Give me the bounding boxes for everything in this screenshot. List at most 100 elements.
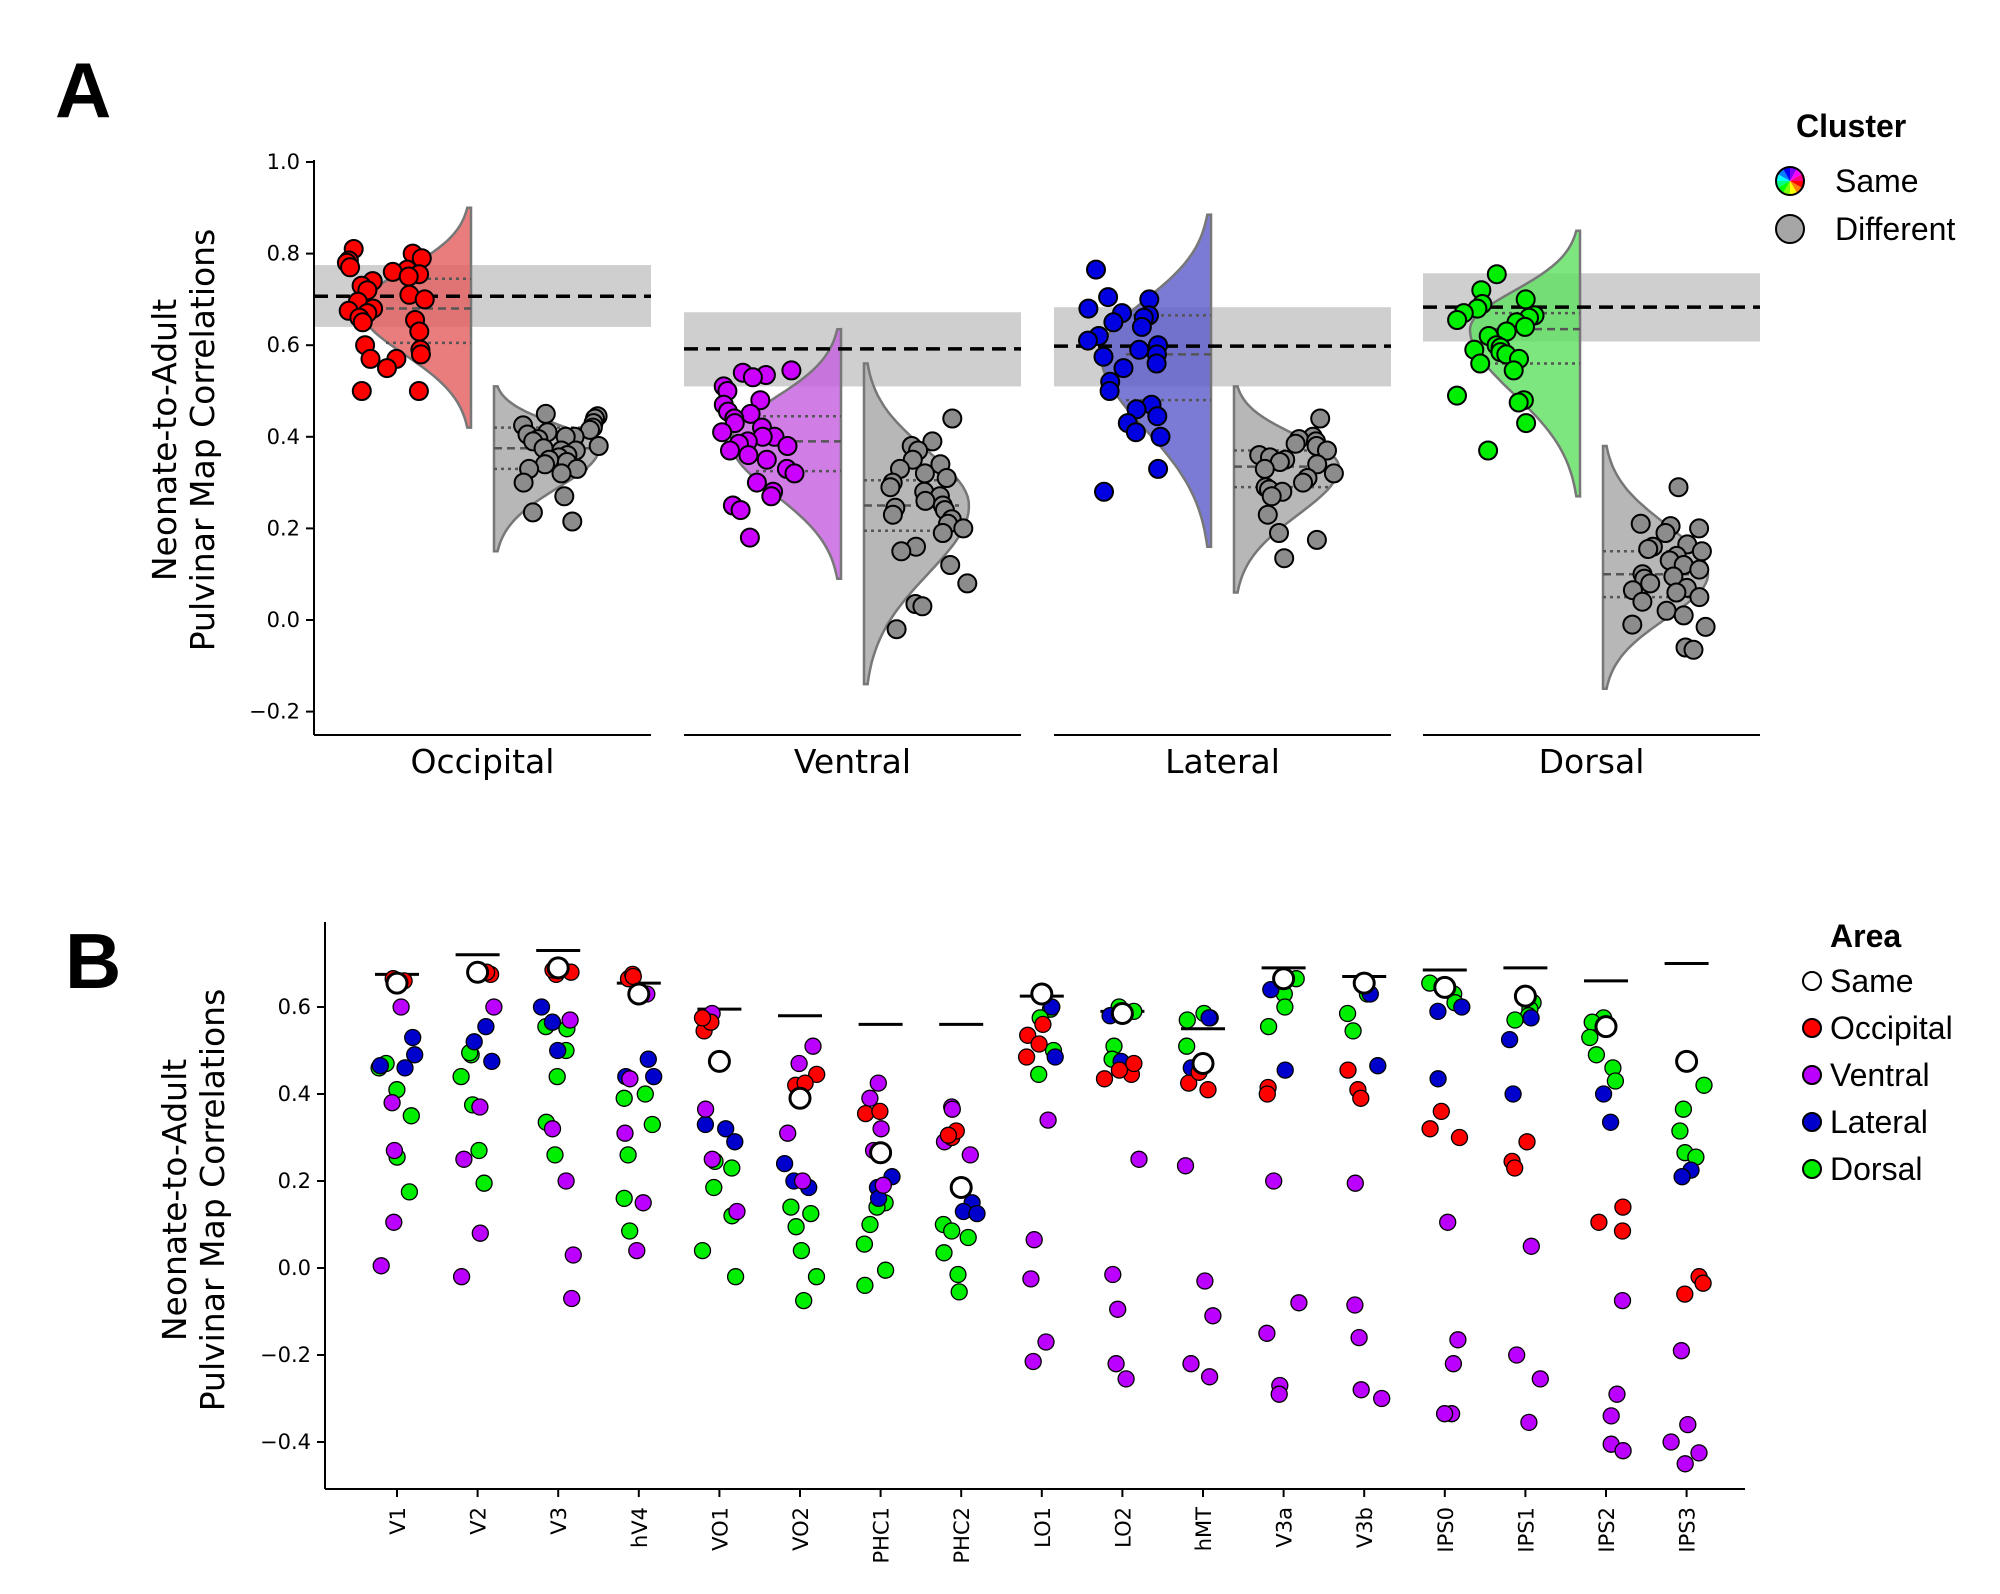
point-different-lateral <box>1257 504 1278 525</box>
point-lateral <box>1673 1168 1691 1186</box>
point-same <box>627 982 651 1006</box>
legend-wheel-segment <box>1782 167 1790 181</box>
point-occipital <box>871 1102 889 1121</box>
point-same-dorsal <box>1486 264 1507 285</box>
point-lateral <box>726 1133 744 1151</box>
point-ventral <box>471 1098 489 1116</box>
point-different-dorsal <box>1666 582 1687 603</box>
y-tick-label: 0.6 <box>267 333 300 357</box>
point-same-dorsal <box>1478 440 1499 461</box>
point-same-lateral <box>1148 458 1169 479</box>
x-tick-label-ips2: IPS2 <box>1595 1507 1619 1553</box>
y-tick-label: 1.0 <box>267 150 300 174</box>
point-occipital <box>808 1065 826 1084</box>
point-different-lateral <box>1293 472 1313 493</box>
point-dorsal <box>876 1261 895 1279</box>
point-same <box>869 1141 893 1165</box>
point-same-ventral <box>777 436 798 456</box>
point-ventral <box>1104 1265 1122 1284</box>
point-different-ventral <box>915 490 936 511</box>
point-dorsal <box>787 1218 805 1236</box>
point-dorsal <box>619 1146 637 1164</box>
point-ventral <box>790 1054 808 1073</box>
legend-different-marker <box>1775 214 1805 244</box>
point-dorsal <box>546 1146 564 1164</box>
point-occipital <box>1614 1198 1632 1216</box>
point-ventral <box>471 1224 489 1242</box>
point-dorsal <box>643 1115 661 1134</box>
point-occipital <box>624 967 642 986</box>
legend-same-marker <box>1776 167 1804 195</box>
point-ventral <box>1662 1433 1680 1451</box>
point-ventral <box>696 1100 715 1118</box>
legend-marker-same <box>1802 971 1822 991</box>
point-same-occipital <box>410 344 431 365</box>
y-tick-label: 0.4 <box>278 1082 311 1106</box>
x-tick-label-hmt: hMT <box>1192 1507 1216 1551</box>
point-same-ventral <box>720 440 740 461</box>
point-same-occipital <box>340 257 361 278</box>
point-different-lateral <box>1306 529 1327 550</box>
point-dorsal <box>452 1067 470 1086</box>
point-ventral <box>1373 1389 1391 1408</box>
point-same-ventral <box>784 463 805 484</box>
point-occipital <box>1180 1074 1198 1092</box>
point-dorsal <box>935 1244 953 1262</box>
point-ventral <box>1522 1237 1540 1255</box>
x-tick-label-lo2: LO2 <box>1111 1507 1135 1548</box>
legend-area-title: Area <box>1830 918 1901 954</box>
point-ventral <box>1346 1174 1364 1192</box>
point-ventral <box>1444 1355 1463 1373</box>
point-dorsal <box>950 1283 968 1301</box>
point-same <box>1594 1015 1618 1039</box>
point-ventral <box>793 1172 812 1190</box>
point-ventral <box>1613 1291 1632 1310</box>
point-occipital <box>1613 1222 1632 1240</box>
points <box>370 956 1713 1473</box>
point-same-lateral <box>1103 312 1124 333</box>
point-occipital <box>1694 1274 1712 1292</box>
x-tick-label-lo1: LO1 <box>1031 1507 1055 1548</box>
point-dorsal <box>726 1268 745 1286</box>
panel-a-letter: A <box>55 46 111 134</box>
point-ventral <box>455 1150 473 1168</box>
point-same <box>466 960 490 984</box>
point-ventral <box>1107 1355 1125 1373</box>
point-ventral <box>943 1100 961 1118</box>
point-ventral <box>779 1124 797 1142</box>
point-ventral <box>1676 1455 1694 1473</box>
point-ventral <box>564 1246 582 1264</box>
point-lateral <box>645 1067 663 1086</box>
point-different-ventral <box>882 504 903 525</box>
point-same-lateral <box>1099 381 1120 401</box>
legend-label-occipital: Occipital <box>1830 1010 1953 1046</box>
y-tick-label: −0.4 <box>260 1430 311 1454</box>
point-dorsal <box>1695 1076 1713 1094</box>
point-occipital <box>1095 1070 1114 1088</box>
legend-wheel-segment <box>1776 173 1790 181</box>
point-different-lateral <box>1307 454 1328 475</box>
point-dorsal <box>807 1268 826 1286</box>
point-same-ventral <box>739 527 760 548</box>
point-dorsal <box>1674 1100 1693 1118</box>
point-dorsal <box>1338 1004 1357 1023</box>
point-different-dorsal <box>1640 573 1661 594</box>
point-dorsal <box>1030 1065 1048 1084</box>
x-tick-label-vo1: VO1 <box>708 1507 732 1551</box>
point-lateral <box>1369 1057 1387 1075</box>
point-same-occipital <box>360 348 381 369</box>
point-ventral <box>1346 1296 1364 1314</box>
point-occipital <box>1590 1213 1608 1231</box>
point-different-dorsal <box>1691 541 1712 562</box>
point-same-ventral <box>756 449 777 470</box>
point-dorsal <box>1606 1072 1625 1090</box>
point-same-occipital <box>414 289 435 310</box>
point-different-ventral <box>886 619 907 640</box>
point-ventral <box>1196 1272 1214 1290</box>
point-different-dorsal <box>1622 614 1643 635</box>
point-occipital <box>1019 1026 1037 1044</box>
point-same-ventral <box>746 472 767 493</box>
x-tick-label-v3a: V3a <box>1273 1507 1297 1548</box>
point-different-occipital <box>554 486 575 507</box>
point-same-occipital <box>409 321 430 342</box>
